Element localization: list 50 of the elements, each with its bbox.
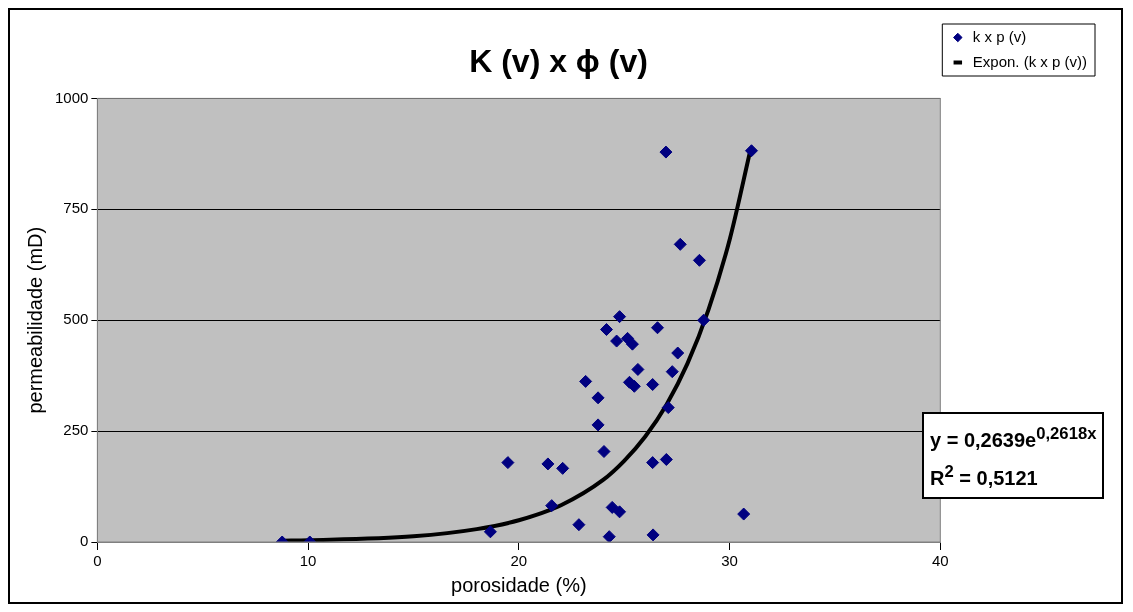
point xyxy=(541,457,555,471)
x-tick-label: 10 xyxy=(299,552,317,570)
point xyxy=(744,144,758,158)
y-tick-label: 250 xyxy=(63,421,89,439)
legend-label: k x p (v) xyxy=(972,27,1027,45)
annotation: R$^{2}$ = 0,5121 xyxy=(930,460,1039,491)
point xyxy=(621,331,635,345)
y-tick-label: 500 xyxy=(63,310,89,328)
point xyxy=(627,379,641,393)
point xyxy=(646,528,660,542)
point xyxy=(651,321,664,335)
point xyxy=(591,391,605,405)
point xyxy=(659,452,673,466)
y-tick-label: 1000 xyxy=(54,88,89,106)
point xyxy=(673,237,687,251)
point xyxy=(597,445,611,459)
point xyxy=(572,518,586,532)
point xyxy=(646,456,660,470)
x-axis-title: porosidade (%) xyxy=(451,573,587,596)
legend-label: Expon. (k x p (v)) xyxy=(972,52,1088,70)
point xyxy=(613,505,627,519)
y-tick-label: 0 xyxy=(80,532,89,550)
point xyxy=(602,530,616,542)
x-tick-label: 40 xyxy=(931,552,949,570)
point xyxy=(671,346,685,360)
point xyxy=(610,334,624,348)
point xyxy=(646,378,660,392)
point xyxy=(483,525,497,539)
point xyxy=(545,499,559,513)
chart-title: K (v) x ϕ (v) xyxy=(469,43,648,80)
x-tick-label: 20 xyxy=(510,552,528,570)
point xyxy=(631,362,645,376)
point xyxy=(613,310,627,324)
point xyxy=(605,500,619,514)
point xyxy=(501,456,515,470)
point xyxy=(591,418,605,432)
point xyxy=(556,461,570,475)
point xyxy=(579,374,593,388)
point xyxy=(659,145,673,159)
point xyxy=(737,507,751,521)
x-tick-label: 30 xyxy=(721,552,738,570)
point xyxy=(697,313,711,327)
annotation: y = 0,2639e$^{0,2618x}$ xyxy=(930,423,1097,453)
point xyxy=(665,365,679,379)
point xyxy=(600,323,613,337)
y-axis-title: permeabilidade (mD) xyxy=(23,226,46,414)
point xyxy=(692,253,706,267)
y-tick-label: 750 xyxy=(63,199,89,217)
x-tick-label: 0 xyxy=(93,552,102,570)
point xyxy=(661,401,675,415)
